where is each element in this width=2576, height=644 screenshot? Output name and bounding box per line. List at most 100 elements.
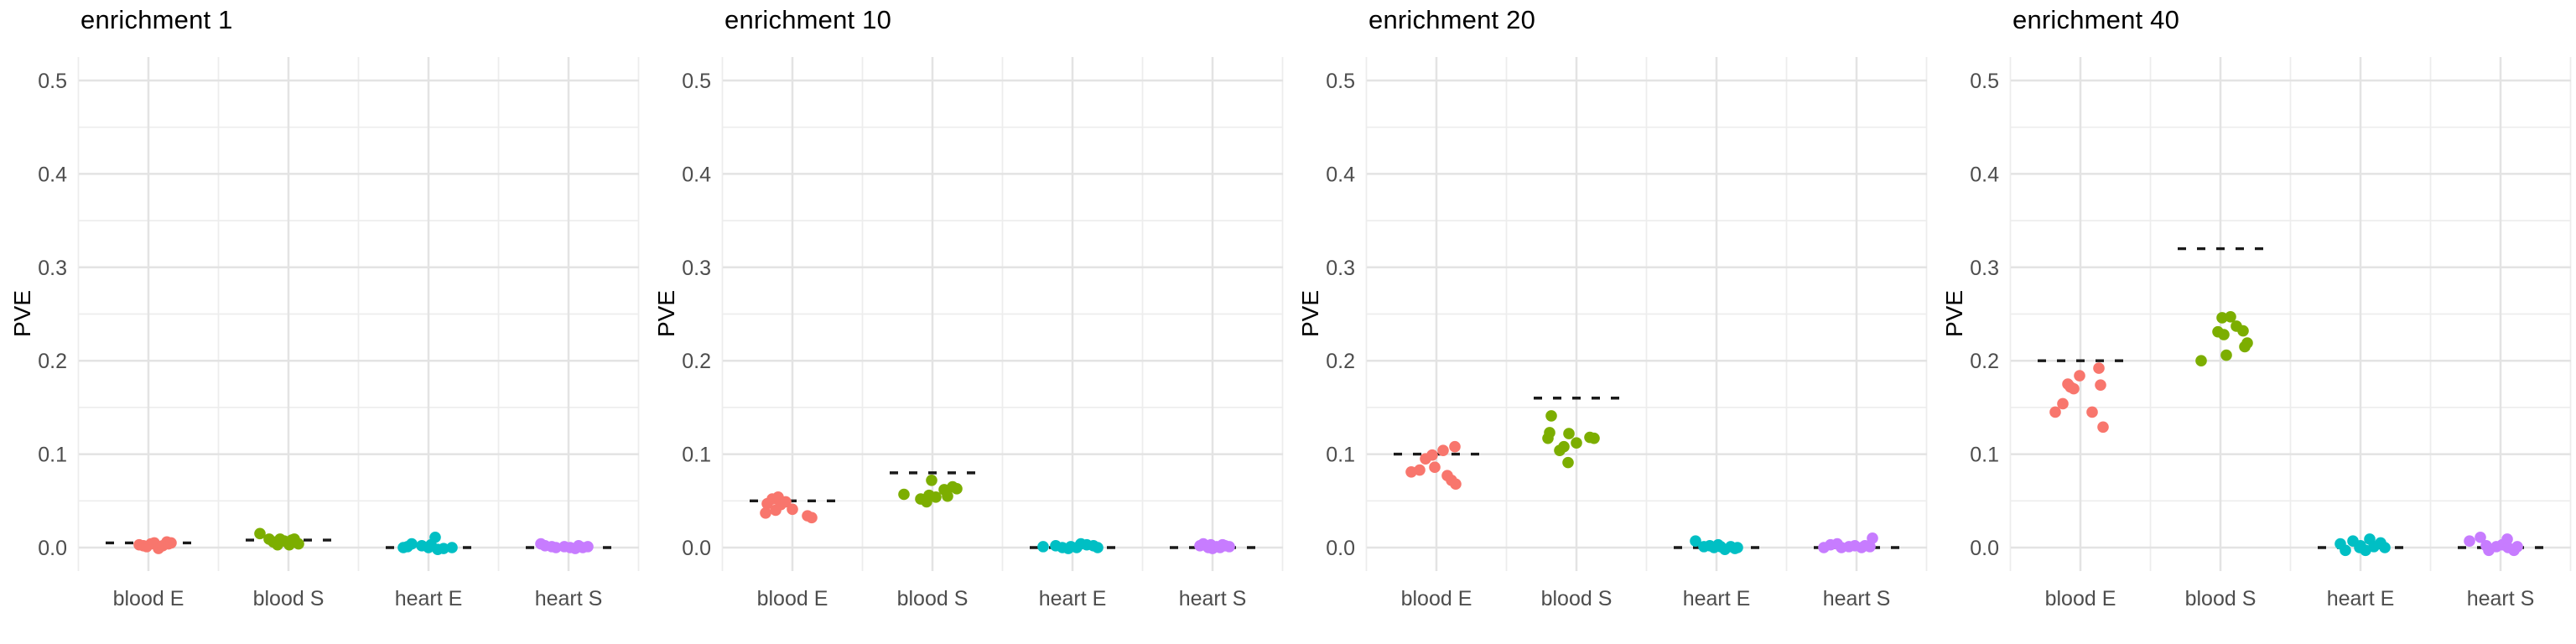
data-point-blood-S [1562,456,1574,469]
x-category-label: heart S [535,587,603,610]
x-category-label: blood E [2045,587,2116,610]
data-point-heart-E [2340,544,2351,557]
data-point-blood-S [1571,437,1582,449]
data-point-blood-E [2097,421,2109,434]
y-axis-title: PVE [1941,290,1967,338]
data-point-blood-S [1563,428,1575,439]
x-category-label: blood E [113,587,184,610]
y-axis-title-wrap: PVE [8,57,37,571]
data-point-blood-S [1588,432,1600,444]
y-tick-label: 0.3 [1970,257,1999,280]
y-tick-label: 0.0 [1326,537,1355,560]
x-category-label: heart E [1683,587,1751,610]
data-point-blood-E [780,496,792,508]
data-point-blood-S [2195,355,2207,367]
data-point-blood-S [930,491,942,503]
data-point-blood-E [2068,382,2080,395]
panel-title: enrichment 1 [80,5,233,34]
panel-title: enrichment 10 [724,5,892,34]
data-point-blood-S [1545,410,1557,422]
y-tick-label: 0.3 [38,257,67,280]
data-point-blood-S [898,488,910,501]
x-category-label: heart S [1823,587,1891,610]
data-point-blood-S [2216,312,2228,324]
y-tick-label: 0.1 [1970,444,1999,467]
data-point-heart-E [1690,535,1701,548]
data-point-heart-S [1223,541,1235,553]
data-point-blood-E [1426,449,1438,461]
x-category-label: heart E [395,587,463,610]
data-point-heart-S [582,541,594,553]
y-tick-label: 0.2 [38,350,67,373]
x-category-label: blood S [2185,587,2257,610]
x-category-label: heart E [2327,587,2395,610]
data-point-heart-S [2464,535,2475,548]
y-axis-title-wrap: PVE [1940,57,1969,571]
y-tick-label: 0.2 [1970,350,1999,373]
data-point-heart-E [1037,541,1049,553]
data-point-blood-S [254,527,266,540]
x-category-label: heart E [1039,587,1107,610]
data-point-heart-E [1092,542,1104,553]
data-point-blood-S [1544,427,1555,439]
data-point-heart-S [550,542,562,553]
data-point-blood-E [806,512,818,524]
data-point-heart-E [2379,542,2391,553]
y-tick-label: 0.1 [1326,444,1355,467]
data-point-blood-S [2218,329,2230,340]
data-point-blood-E [2074,370,2085,382]
data-point-blood-E [760,506,771,519]
y-tick-label: 0.3 [1326,257,1355,280]
x-category-label: blood S [253,587,325,610]
y-tick-label: 0.0 [682,537,711,560]
data-point-blood-S [2237,325,2249,337]
plot-enrichment-1: 0.0 0.1 0.2 0.3 0.4 0.5 blood E blood S heart E h… [38,57,640,610]
data-point-blood-S [926,474,937,486]
data-point-blood-S [2220,349,2232,361]
data-point-heart-E [446,542,458,553]
data-point-blood-E [2093,362,2105,374]
data-point-blood-S [951,483,963,495]
plot-enrichment-20: 0.0 0.1 0.2 0.3 0.4 0.5 blood E blood S heart E h… [1326,57,1928,610]
y-axis-title: PVE [653,290,679,338]
y-tick-label: 0.5 [38,70,67,93]
x-category-label: blood S [1541,587,1613,610]
y-tick-label: 0.5 [682,70,711,93]
x-category-label: blood E [757,587,828,610]
y-axis-title: PVE [9,290,35,338]
panel-title: enrichment 40 [2012,5,2180,34]
panel-enrichment-10: enrichment 10 PVE 0.0 0.1 0.2 0.3 0.4 0.5 bloo… [644,0,1288,644]
data-point-heart-E [1732,542,1743,553]
data-point-heart-E [406,538,418,550]
y-tick-label: 0.1 [682,444,711,467]
data-point-blood-E [1450,478,1462,491]
data-point-blood-S [2241,337,2253,349]
y-tick-label: 0.5 [1970,70,1999,93]
x-category-label: heart S [1179,587,1247,610]
y-tick-label: 0.1 [38,444,67,467]
data-point-blood-E [165,537,177,549]
panel-enrichment-20: enrichment 20 PVE 0.0 0.1 0.2 0.3 0.4 0.5 bloo… [1288,0,1932,644]
plot-enrichment-40: 0.0 0.1 0.2 0.3 0.4 0.5 blood E blood S heart E h… [1970,57,2572,610]
x-category-label: blood E [1401,587,1472,610]
data-point-heart-E [429,531,441,543]
x-category-label: blood S [897,587,969,610]
y-tick-label: 0.3 [682,257,711,280]
data-point-blood-E [1449,440,1461,453]
y-tick-label: 0.4 [1326,163,1355,186]
y-tick-label: 0.4 [1970,163,1999,186]
panel-title: enrichment 20 [1368,5,1536,34]
data-point-blood-E [1429,461,1441,473]
y-axis-title-wrap: PVE [652,57,681,571]
y-axis-title-wrap: PVE [1296,57,1325,571]
x-category-label: heart S [2467,587,2535,610]
y-tick-label: 0.5 [1326,70,1355,93]
data-point-blood-S [1558,440,1570,453]
y-tick-label: 0.2 [1326,350,1355,373]
data-point-heart-S [1867,532,1878,544]
data-point-heart-S [2475,531,2486,543]
data-point-blood-S [942,490,953,502]
panel-enrichment-40: enrichment 40 PVE 0.0 0.1 0.2 0.3 0.4 0.5 bloo… [1932,0,2576,644]
y-tick-label: 0.0 [38,537,67,560]
